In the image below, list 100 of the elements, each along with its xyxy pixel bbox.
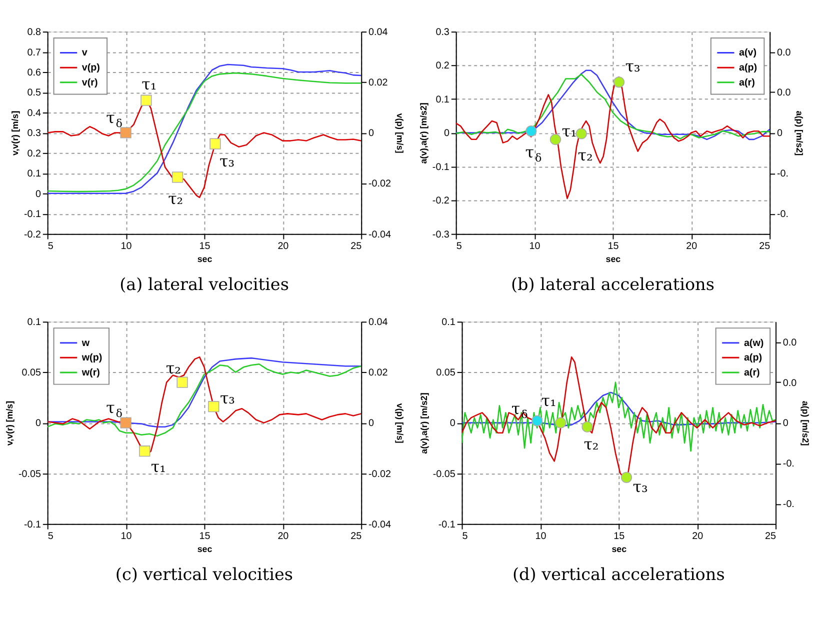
point [613, 76, 625, 88]
x-tick-label: 10 [120, 241, 132, 252]
y-tick-label: -0.1 [24, 519, 41, 530]
y2-tick-label: -0.04 [368, 229, 392, 240]
y-tick-label: 0 [450, 418, 456, 430]
legend-label: a(r) [739, 77, 755, 88]
annotation: τ₁ [150, 456, 166, 476]
y-tick-label: 0.1 [27, 317, 41, 328]
y2-tick-label: 0.04 [368, 317, 388, 328]
y-tick-label: 0 [35, 188, 42, 200]
x-tick-label: 25 [350, 241, 362, 252]
x-tick-label: 5 [462, 531, 468, 542]
x-tick-label: 5 [456, 241, 462, 252]
legend-label: w [80, 338, 90, 349]
y2-tick-label: 0 [777, 128, 783, 140]
y2-tick-label: 0.0 [777, 47, 792, 58]
x-axis-title: sec [197, 254, 212, 264]
x-tick-label: 10 [529, 241, 541, 252]
y2-axis-title: v(p) [m/s] [394, 403, 405, 444]
annotation: τ₃ [632, 477, 648, 496]
annotation: τ₂ [584, 434, 599, 454]
annotation: τ₁ [142, 74, 157, 94]
x-axis-title: sec [606, 254, 621, 264]
y2-tick-label: 0.02 [368, 368, 388, 379]
x-tick-label: 20 [692, 531, 704, 542]
y2-tick-label: 0.0 [782, 378, 798, 389]
legend-label: a(r) [744, 367, 760, 378]
legend-label: v(p) [82, 62, 100, 74]
annotation: τ₃ [220, 152, 235, 171]
y-tick-label: 0 [444, 128, 450, 140]
y-tick-label: -0.1 [438, 519, 456, 530]
y2-tick-label: 0 [368, 128, 375, 140]
y-tick-label: 0 [35, 418, 42, 430]
legend-label: v(r) [82, 77, 98, 88]
y2-axis-title: a(p) [m/s2] [800, 400, 811, 446]
x-tick-label: 15 [608, 241, 620, 252]
x-tick-label: 5 [48, 531, 54, 542]
annotation: τ₃ [625, 56, 640, 76]
point [550, 134, 562, 146]
point [526, 125, 537, 137]
y-axis-title: a(v),a(r) [m/s2] [418, 102, 429, 164]
y-tick-label: 0.3 [27, 128, 42, 140]
y-tick-label: 0.2 [27, 148, 41, 160]
y2-axis-title: a(p) [m/s2] [794, 110, 805, 156]
y2-tick-label: -0.04 [368, 519, 392, 530]
x-tick-label: 20 [278, 531, 290, 542]
y-tick-label: 0.05 [436, 368, 456, 379]
point [620, 472, 632, 483]
y-tick-label: 0.3 [436, 27, 450, 38]
legend-label: a(v) [739, 48, 757, 59]
y-tick-label: -0.3 [432, 229, 450, 240]
point [210, 138, 221, 150]
y2-tick-label: 0.0 [782, 337, 798, 348]
x-tick-label: 20 [278, 241, 290, 252]
line-series [47, 363, 362, 437]
legend-label: w(r) [80, 367, 100, 378]
point [120, 417, 132, 428]
y-tick-label: -0.1 [24, 209, 41, 220]
text: (c) vertical velocities [115, 564, 294, 584]
x-tick-label: 15 [199, 531, 211, 542]
x-tick-label: 5 [48, 241, 54, 252]
text: (b) lateral accelerations [510, 274, 714, 294]
y-tick-label: 0.1 [436, 94, 450, 106]
y2-tick-label: -0.02 [368, 178, 392, 190]
point [208, 401, 220, 412]
point [172, 172, 184, 183]
y-tick-label: 0.1 [27, 168, 41, 180]
annotation: τ₂ [578, 145, 593, 164]
x-tick-label: 15 [199, 241, 211, 252]
point [555, 417, 566, 428]
y2-tick-label: 0 [782, 418, 789, 430]
annotation: τ₂ [166, 358, 181, 378]
point [176, 376, 188, 388]
y-tick-label: -0.2 [432, 196, 450, 207]
legend-label: a(p) [744, 352, 762, 364]
y2-tick-label: 0.0 [777, 88, 792, 99]
legend-label: a(w) [744, 338, 764, 349]
y-tick-label: -0.2 [24, 229, 41, 240]
y2-axis-title: v(p) [m/s] [394, 113, 405, 154]
y2-tick-label: 0.02 [368, 78, 388, 89]
point [576, 128, 587, 140]
y-tick-label: 0.7 [27, 47, 41, 58]
y-tick-label: 0.05 [22, 368, 42, 379]
x-tick-label: 25 [759, 241, 771, 252]
point [582, 421, 593, 432]
x-tick-label: 25 [765, 531, 777, 542]
y-axis-title: a(v),a(r) [m/s2] [418, 392, 429, 454]
y2-tick-label: -0. [777, 168, 789, 180]
point [139, 446, 150, 457]
text: (a) lateral velocities [120, 274, 289, 294]
y-axis-title: v,v(r) [m/s] [4, 400, 15, 446]
x-axis-title: sec [197, 544, 212, 554]
y-tick-label: -0.05 [18, 468, 42, 480]
annotation: τ₃ [220, 388, 235, 408]
legend-label: w(p) [80, 352, 102, 364]
y-tick-label: 0.2 [436, 60, 450, 72]
point [120, 127, 132, 138]
y-tick-label: 0.4 [27, 108, 42, 119]
y-tick-label: 0.5 [27, 88, 42, 99]
y2-tick-label: 0.04 [368, 27, 388, 38]
